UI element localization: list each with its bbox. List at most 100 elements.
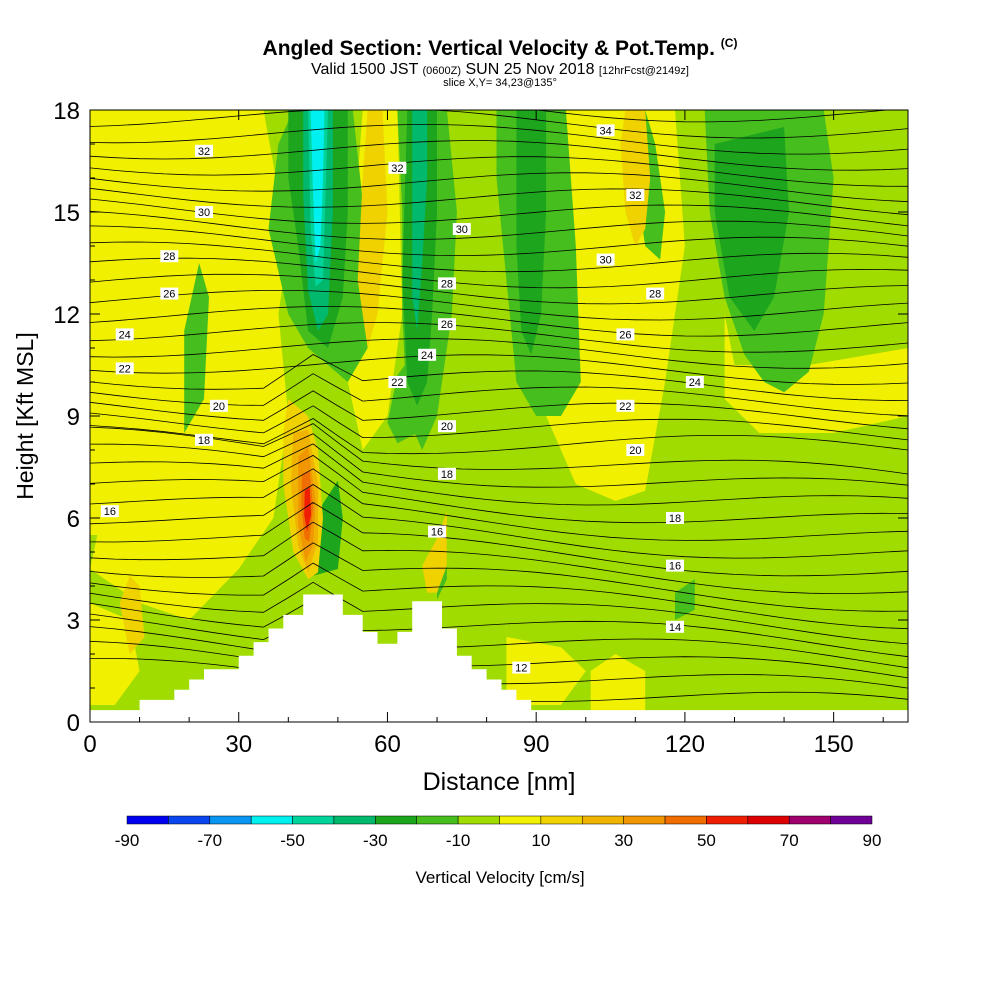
isentrope-label: 24 (421, 350, 433, 362)
isentrope-line (90, 626, 908, 679)
colorbar-swatch (416, 815, 459, 825)
velocity-region (412, 110, 428, 331)
isentrope-label: 28 (649, 289, 661, 301)
isentrope-label-bg (195, 433, 214, 446)
isentrope-label-bg (665, 512, 684, 524)
isentrope-line (90, 613, 908, 669)
y-tick-label: 9 (67, 404, 80, 431)
y-tick-label: 12 (53, 302, 80, 329)
axes: 0 30 60 90 120 150 0 3 6 9 12 15 18 Distance [nm] Heig… (12, 98, 908, 796)
isentrope-label-bg (437, 318, 456, 331)
isentrope-label-bg (616, 328, 635, 341)
isentrope-label: 30 (599, 255, 611, 267)
colorbar-swatch (830, 815, 873, 825)
isentrope-label: 20 (441, 421, 453, 433)
isentrope-label: 22 (619, 401, 631, 413)
isentrope-line (90, 172, 908, 203)
colorbar-swatch (333, 815, 376, 825)
velocity-region (310, 110, 325, 263)
isentrope-label: 28 (441, 278, 453, 290)
isentrope-line (90, 454, 908, 524)
isentrope-line (90, 354, 908, 385)
colorbar-swatch (126, 815, 169, 825)
isentrope-line (90, 484, 908, 559)
x-tick-label: 90 (523, 731, 550, 758)
isentrope-label: 34 (599, 125, 611, 137)
isentrope-label: 18 (198, 435, 210, 447)
isentrope-label-bg (115, 328, 134, 341)
isentrope-label: 16 (104, 506, 116, 518)
isentrope-line (534, 110, 892, 123)
isentrope-label: 18 (669, 513, 681, 525)
isentrope-line (90, 418, 908, 455)
isentrope-line (90, 198, 908, 227)
isentrope-line (90, 354, 908, 401)
isentrope-line (90, 443, 908, 506)
isentrope-label-bg (685, 376, 704, 388)
velocity-region (590, 654, 646, 712)
colorbar-swatch (209, 815, 252, 825)
isentrope-label-bg (665, 620, 684, 633)
isentrope-label: 22 (391, 377, 403, 389)
isentrope-label-bg (437, 277, 456, 290)
y-tick-label: 3 (67, 608, 80, 635)
isentrope-label-bg (626, 189, 645, 201)
colorbar-tick-label: 90 (863, 831, 882, 850)
isentrope-label-bg (665, 559, 684, 572)
isentrope-label: 28 (163, 251, 175, 263)
colorbar-swatch (664, 815, 707, 825)
isentrope-line (90, 468, 908, 541)
velocity-region (184, 263, 209, 433)
velocity-region (90, 399, 190, 501)
colorbar-swatch (788, 815, 831, 825)
colorbar-tick-label: -90 (115, 831, 140, 850)
velocity-region (714, 127, 789, 331)
colorbar-tick-label: 30 (614, 831, 633, 850)
isentrope-line (90, 433, 908, 488)
isentrope-label: 20 (629, 445, 641, 457)
isentrope-line (90, 390, 908, 430)
isentrope-label: 16 (431, 527, 443, 539)
y-axis-label: Height [Kft MSL] (12, 332, 38, 499)
isentrope-label: 14 (669, 622, 681, 634)
colorbar-tick-label: -50 (280, 831, 305, 850)
colorbar-swatch (375, 815, 417, 825)
isentrope-line (90, 322, 908, 353)
title-suffix: (C) (720, 36, 738, 50)
colorbar-tick-label: -10 (446, 831, 471, 850)
isentrope-label-bg (437, 467, 456, 480)
isentrope-lines (90, 110, 908, 702)
isentrope-label: 18 (441, 469, 453, 481)
forecast-info: [12hrFcst@2149z] (598, 65, 689, 77)
valid-time: Valid 1500 JST (311, 61, 419, 78)
isentrope-label: 26 (441, 319, 453, 331)
isentrope-line (90, 581, 908, 645)
isentrope-label-bg (437, 420, 456, 433)
velocity-region (506, 637, 586, 705)
isentrope-line (90, 156, 908, 187)
x-tick-label: 120 (665, 731, 705, 758)
velocity-region (620, 110, 651, 246)
isentrope-label: 12 (515, 663, 527, 675)
isentrope-label-bg (596, 253, 615, 266)
y-tick-label: 6 (67, 506, 80, 533)
isentrope-label: 30 (198, 207, 210, 219)
isentrope-labels: 12 14 16 16 16 18 18 18 20 20 20 22 22 22 24 24 24 26 26 26… (100, 124, 704, 675)
isentrope-label-bg (100, 505, 119, 518)
isentrope-line (90, 542, 908, 612)
isentrope-label: 32 (391, 163, 403, 175)
isentrope-label: 24 (689, 377, 701, 389)
velocity-region (675, 579, 695, 620)
isentrope-line (90, 405, 908, 441)
terrain (90, 594, 908, 722)
colorbar-swatch (582, 815, 624, 825)
chart-subtitle: Valid 1500 JST (0600Z) SUN 25 Nov 2018 [… (0, 61, 1000, 79)
slice-info: slice X,Y= 34,23@135° (443, 77, 557, 89)
x-tick-label: 60 (374, 731, 401, 758)
x-tick-label: 30 (225, 731, 252, 758)
isentrope-label-bg (388, 161, 407, 174)
colorbar-swatch (706, 815, 749, 825)
x-tick-label: 150 (814, 731, 854, 758)
colorbar-swatch (540, 815, 583, 825)
